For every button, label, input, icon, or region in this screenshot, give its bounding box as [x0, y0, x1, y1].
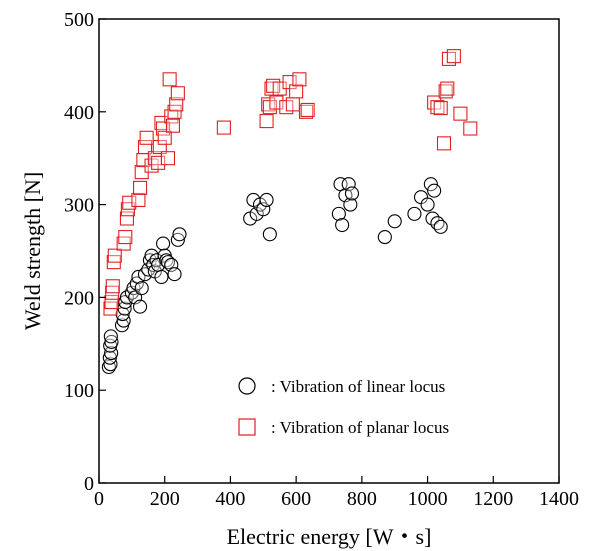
- linear-point: [343, 197, 358, 212]
- linear-point: [167, 267, 182, 282]
- linear-point: [172, 227, 187, 242]
- y-axis-label: Weld strength [N]: [20, 172, 45, 330]
- planar-point: [463, 121, 478, 136]
- planar-point: [139, 130, 154, 145]
- planar-point: [216, 120, 231, 135]
- legend: : Vibration of linear locus : Vibration …: [238, 377, 449, 437]
- x-tick-label: 1200: [473, 488, 513, 510]
- planar-point: [165, 118, 180, 133]
- linear-point: [154, 269, 169, 285]
- x-tick-label: 1400: [539, 488, 579, 510]
- planar-point: [436, 136, 452, 151]
- planar-point: [259, 114, 274, 129]
- linear-point: [344, 186, 360, 201]
- plot-frame: [98, 18, 560, 484]
- planar-point: [433, 101, 448, 116]
- planar-point: [298, 104, 314, 119]
- linear-point: [134, 281, 149, 296]
- planar-point: [160, 151, 176, 166]
- y-tick-label: 500: [64, 9, 94, 31]
- axis-ticks: [98, 18, 560, 484]
- linear-point: [103, 329, 118, 344]
- planar-point: [446, 49, 461, 64]
- planar-point: [285, 97, 300, 112]
- planar-point: [170, 86, 185, 101]
- planar-point: [292, 72, 307, 87]
- x-tick-labels: 0 200 400 600 800 1000 1200 1400: [94, 488, 579, 510]
- x-tick-label: 800: [347, 488, 377, 510]
- planar-point: [131, 192, 146, 208]
- legend-label-planar: : Vibration of planar locus: [271, 418, 449, 437]
- linear-point: [259, 192, 274, 208]
- linear-point: [156, 236, 171, 251]
- legend-marker-planar: [238, 418, 256, 436]
- planar-point: [118, 230, 133, 245]
- linear-point: [170, 232, 185, 247]
- planar-point: [157, 130, 172, 145]
- linear-point: [387, 214, 402, 229]
- legend-label-linear: : Vibration of linear locus: [271, 377, 445, 396]
- linear-point: [377, 230, 392, 245]
- plot-area: [101, 49, 478, 375]
- y-tick-label: 200: [64, 287, 94, 309]
- planar-point: [169, 97, 184, 112]
- y-tick-label: 300: [64, 195, 94, 217]
- planar-point: [105, 279, 120, 294]
- y-tick-label: 100: [64, 380, 94, 402]
- linear-point: [262, 227, 277, 242]
- planar-point: [162, 72, 177, 87]
- y-tick-labels: 0 100 200 300 400 500: [64, 9, 94, 495]
- linear-point: [407, 206, 422, 221]
- x-tick-label: 400: [215, 488, 245, 510]
- y-tick-label: 0: [84, 473, 94, 495]
- planar-point: [167, 104, 182, 119]
- planar-point: [440, 81, 455, 96]
- x-tick-label: 600: [281, 488, 311, 510]
- planar-point: [453, 106, 468, 121]
- x-tick-label: 1000: [408, 488, 448, 510]
- planar-point: [289, 84, 304, 99]
- linear-point: [133, 299, 148, 314]
- linear-point: [427, 183, 442, 198]
- linear-point: [433, 219, 448, 234]
- linear-point: [423, 177, 438, 192]
- planar-point: [107, 248, 122, 263]
- linear-point: [331, 206, 346, 221]
- legend-marker-linear: [238, 377, 256, 395]
- linear-point: [335, 217, 350, 233]
- planar-point: [300, 102, 315, 117]
- x-axis-label: Electric energy [W・s]: [227, 524, 432, 549]
- y-tick-label: 400: [64, 102, 94, 124]
- x-tick-label: 200: [150, 488, 180, 510]
- linear-point: [104, 334, 119, 349]
- x-tick-label: 0: [94, 488, 104, 510]
- planar-point: [133, 180, 148, 195]
- linear-point: [104, 346, 119, 361]
- linear-point: [420, 197, 435, 212]
